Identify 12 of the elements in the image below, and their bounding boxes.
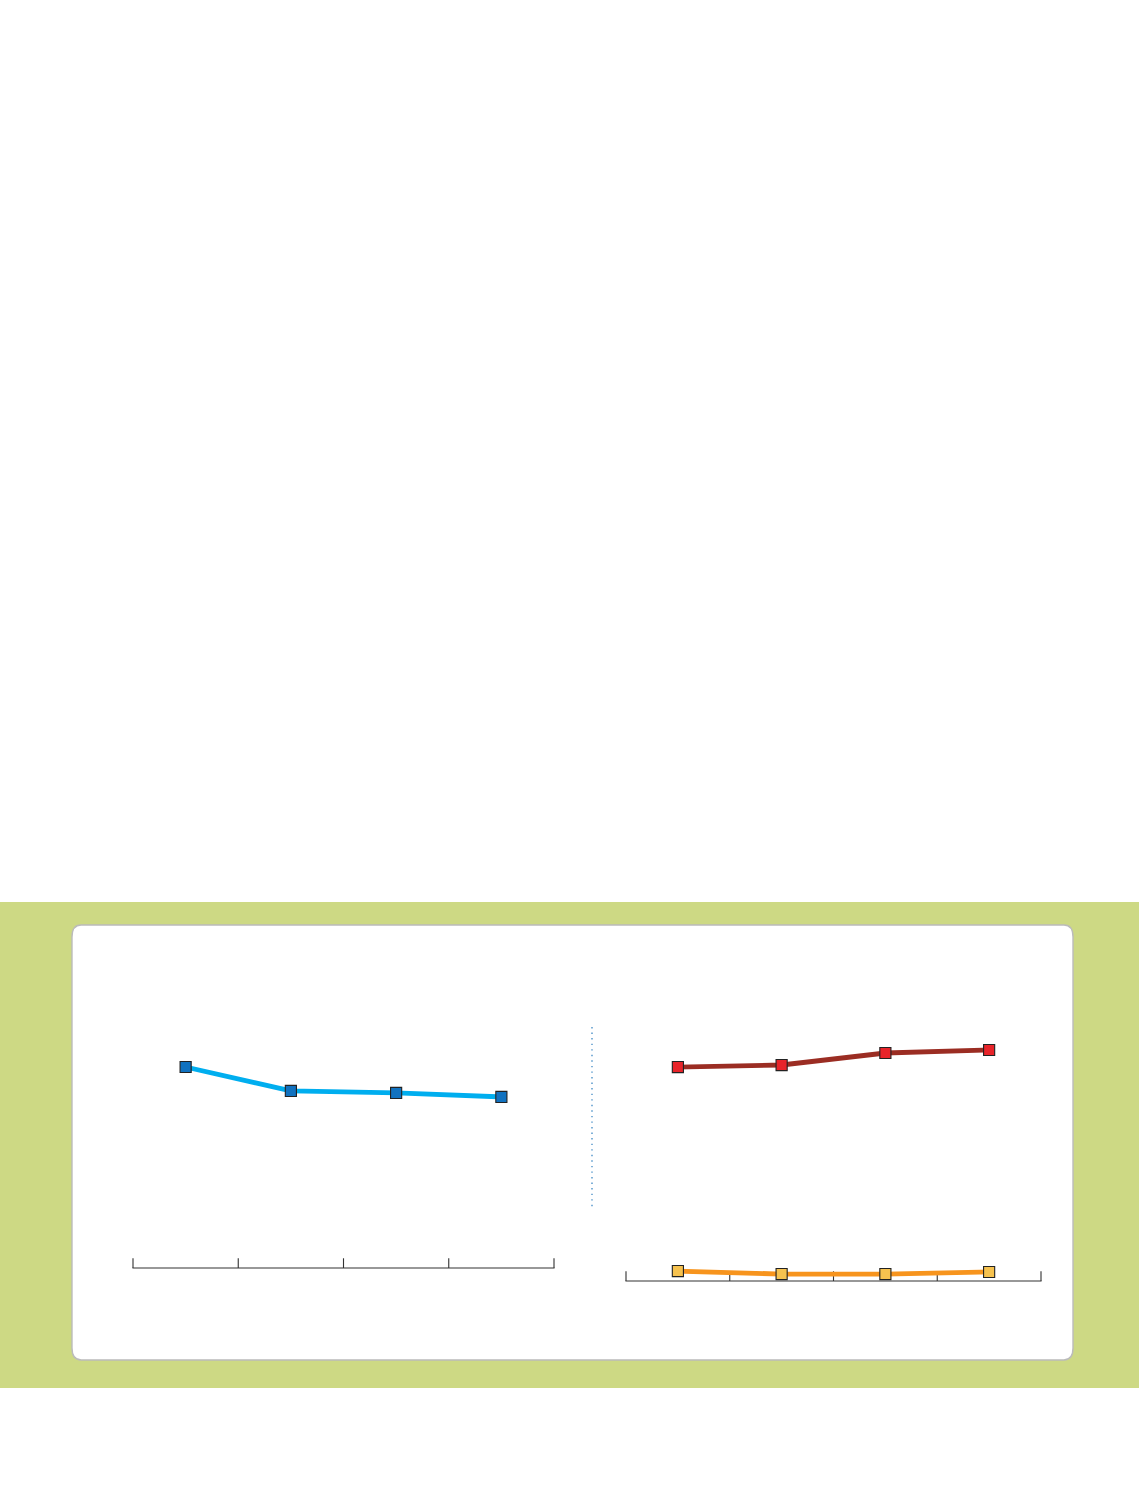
point bbox=[390, 1086, 403, 1100]
point bbox=[879, 1267, 892, 1281]
point bbox=[179, 1060, 192, 1074]
point bbox=[775, 1058, 788, 1072]
point bbox=[671, 1060, 684, 1074]
point bbox=[983, 1265, 996, 1279]
point bbox=[775, 1267, 788, 1281]
point bbox=[983, 1043, 996, 1057]
point bbox=[671, 1264, 684, 1278]
point bbox=[284, 1084, 297, 1098]
point bbox=[879, 1046, 892, 1060]
point bbox=[495, 1090, 508, 1104]
